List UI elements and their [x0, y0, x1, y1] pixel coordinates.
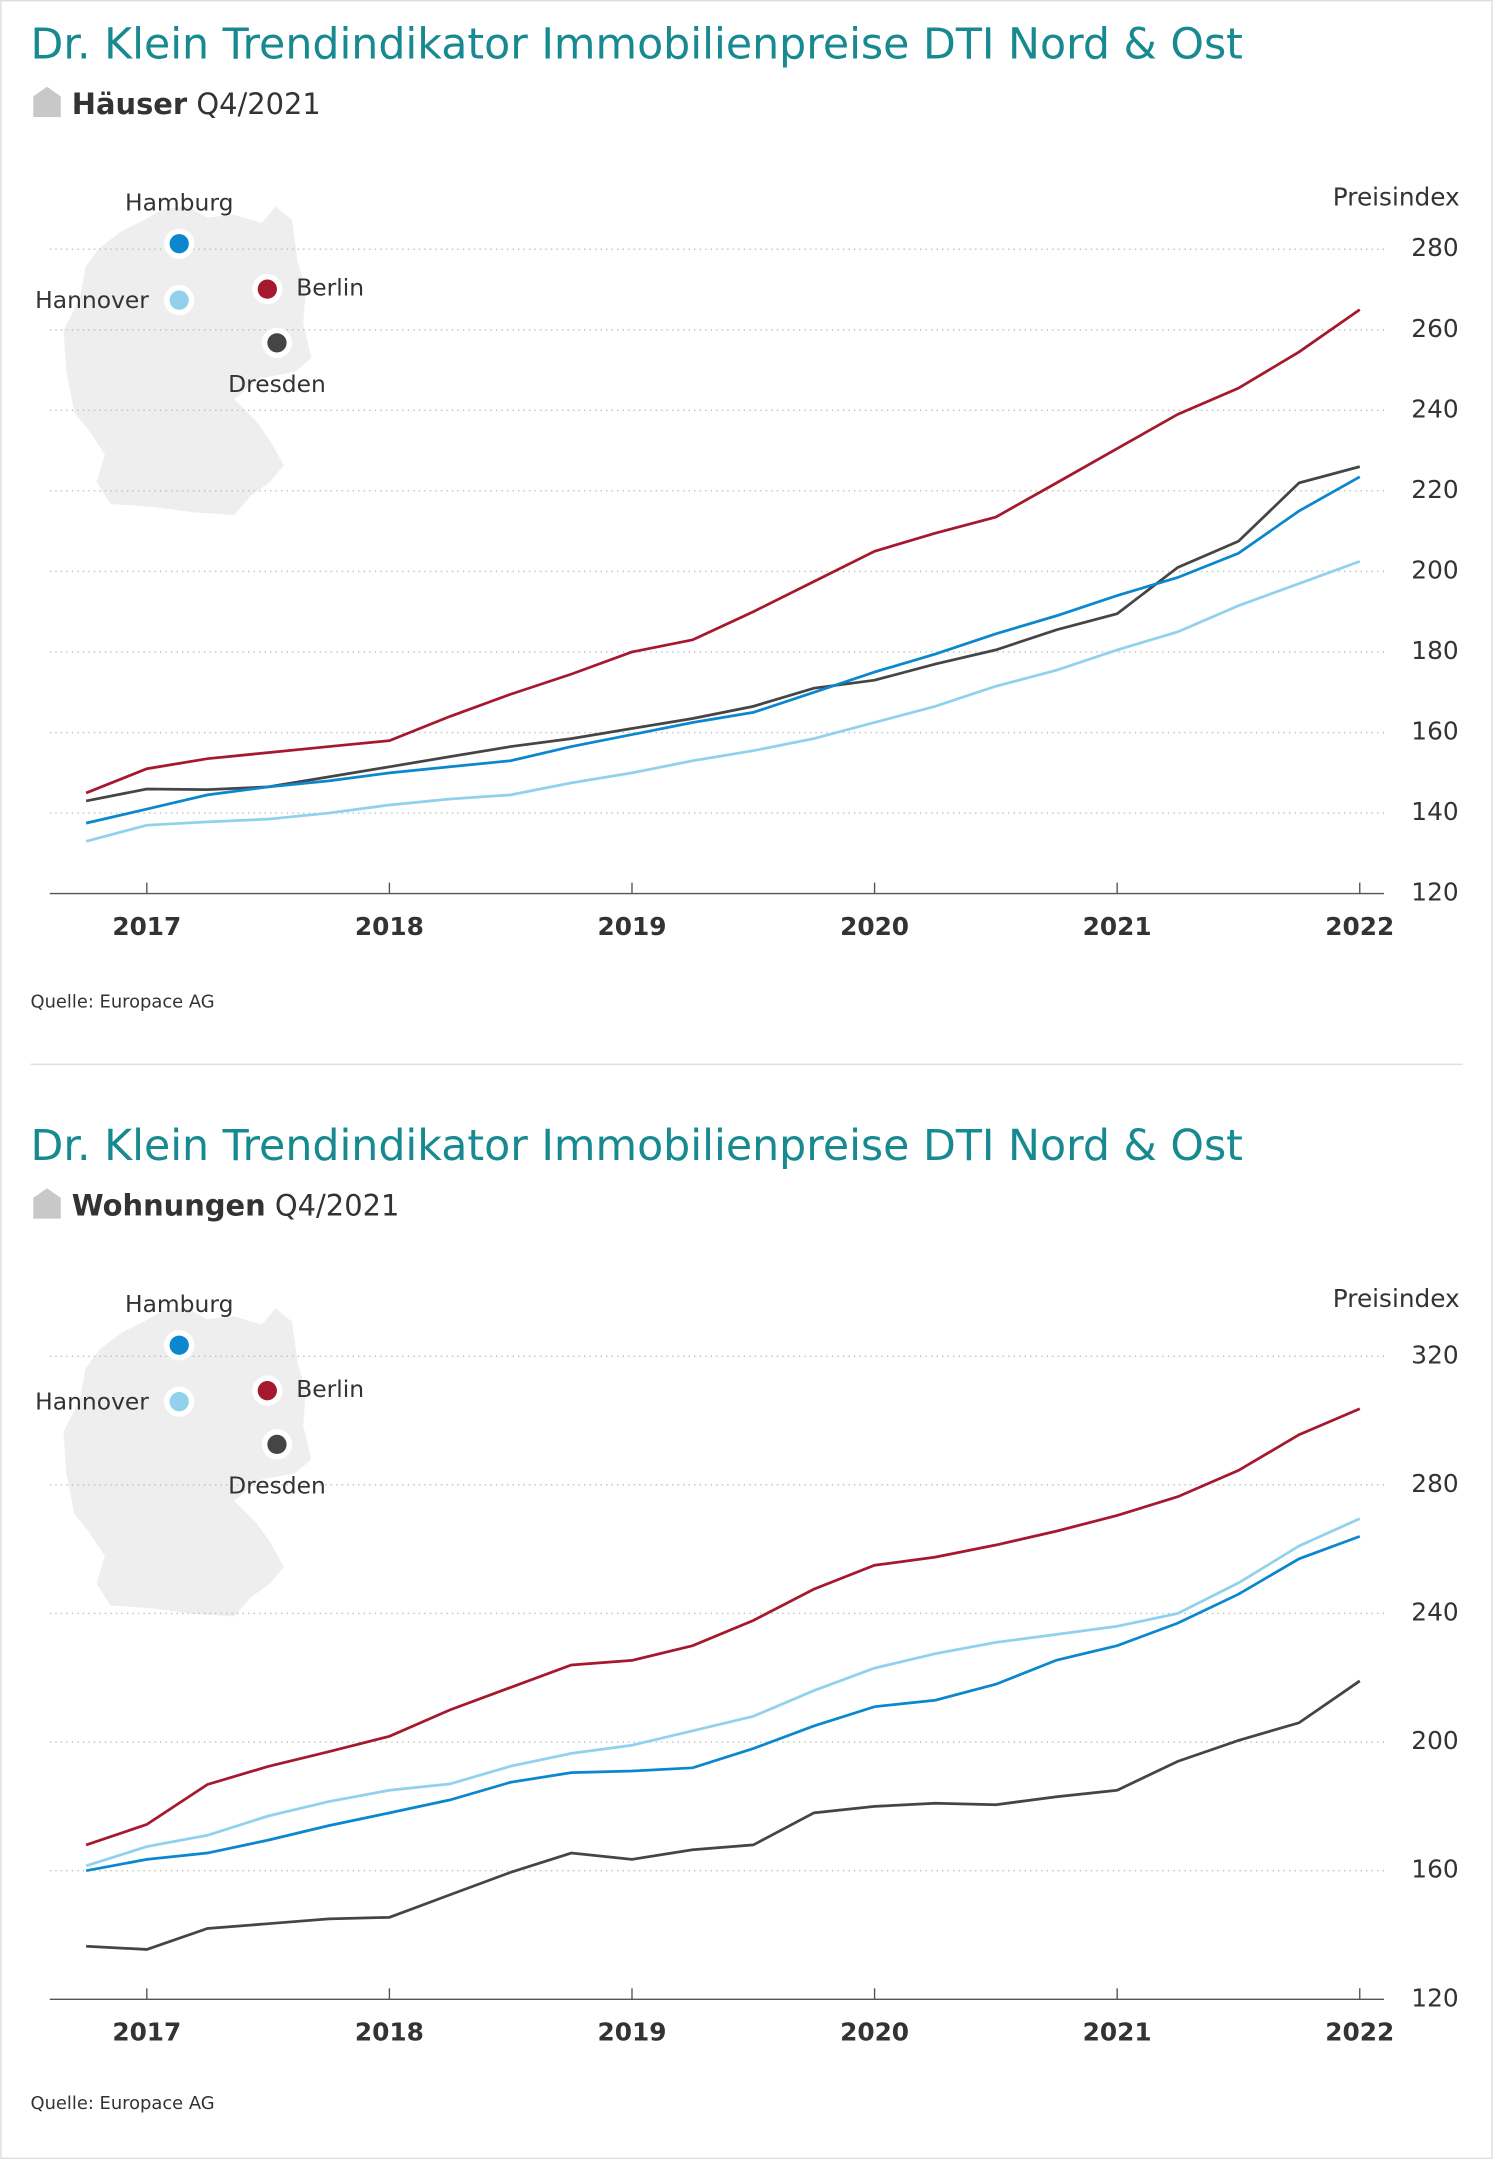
y-tick-label: 220: [1411, 475, 1458, 504]
series-line: [85, 308, 1361, 795]
y-tick-label: 180: [1411, 636, 1458, 665]
y-tick-label: 140: [1411, 797, 1458, 826]
legend-label: Hamburg: [125, 188, 233, 216]
series-line: [85, 1517, 1361, 1868]
series-line: [85, 1407, 1361, 1847]
y-tick-label: 280: [1411, 1469, 1458, 1498]
y-tick-label: 240: [1411, 394, 1458, 423]
x-tick-label: 2017: [112, 912, 181, 941]
y-tick-label: 160: [1411, 1855, 1458, 1884]
source: Quelle: Europace AG: [31, 991, 215, 1012]
legend-marker: [267, 333, 287, 353]
chart-subtitle: Häuser Q4/2021: [72, 87, 321, 121]
legend-marker: [267, 1434, 287, 1455]
x-tick-label: 2022: [1325, 912, 1394, 941]
x-tick-label: 2022: [1325, 2018, 1394, 2047]
subtitle-bold: Häuser: [72, 87, 188, 121]
x-tick-label: 2019: [598, 2018, 667, 2047]
subtitle-bold: Wohnungen: [72, 1189, 266, 1223]
map-1: [63, 206, 312, 515]
legend-marker: [257, 279, 277, 299]
legend-marker: [169, 1335, 189, 1355]
legend-marker: [169, 1392, 189, 1412]
x-tick-label: 2021: [1083, 912, 1152, 941]
y-tick-label: 160: [1411, 717, 1458, 746]
y-axis-label: Preisindex: [1333, 182, 1460, 211]
legend-label: Hannover: [35, 1388, 149, 1416]
x-tick-label: 2019: [598, 912, 667, 941]
legend-label: Dresden: [228, 370, 326, 398]
x-tick-label: 2018: [355, 912, 424, 941]
map-2: [63, 1308, 312, 1617]
y-tick-label: 240: [1411, 1597, 1458, 1626]
germany-shape: [63, 206, 312, 515]
y-tick-label: 320: [1411, 1340, 1458, 1369]
x-tick-label: 2020: [840, 912, 909, 941]
chart-title: Dr. Klein Trendindikator Immobilienpreis…: [31, 19, 1243, 69]
series-line: [85, 475, 1361, 825]
legend-label: Hamburg: [125, 1290, 233, 1318]
subtitle-date: Q4/2021: [196, 87, 320, 121]
x-tick-label: 2017: [112, 2018, 181, 2047]
legend-label: Dresden: [228, 1472, 326, 1500]
legend-label: Berlin: [296, 274, 364, 302]
house-icon: [33, 86, 61, 118]
y-axis-label: Preisindex: [1333, 1284, 1460, 1313]
y-tick-label: 200: [1411, 555, 1458, 584]
series-line: [86, 1679, 1361, 1951]
series-line: [85, 465, 1361, 803]
subtitle-date: Q4/2021: [275, 1189, 399, 1223]
legend-marker: [257, 1381, 277, 1401]
legend-label: Berlin: [296, 1375, 364, 1403]
series-line: [85, 1535, 1361, 1873]
source: Quelle: Europace AG: [31, 2093, 215, 2114]
y-tick-label: 120: [1411, 878, 1458, 907]
y-tick-label: 260: [1411, 314, 1458, 343]
x-tick-label: 2018: [355, 2018, 424, 2047]
legend-label: Hannover: [35, 286, 149, 314]
legend-marker: [169, 290, 189, 310]
x-tick-label: 2020: [840, 2018, 909, 2047]
chart-title: Dr. Klein Trendindikator Immobilienpreis…: [31, 1121, 1243, 1171]
series-line: [85, 560, 1361, 843]
germany-shape: [63, 1308, 312, 1617]
y-tick-label: 200: [1411, 1726, 1458, 1755]
house-icon: [33, 1188, 61, 1219]
x-tick-label: 2021: [1083, 2018, 1152, 2047]
y-tick-label: 280: [1411, 233, 1458, 262]
legend-marker: [169, 234, 189, 254]
y-tick-label: 120: [1411, 1983, 1458, 2012]
chart-subtitle: Wohnungen Q4/2021: [72, 1189, 400, 1223]
